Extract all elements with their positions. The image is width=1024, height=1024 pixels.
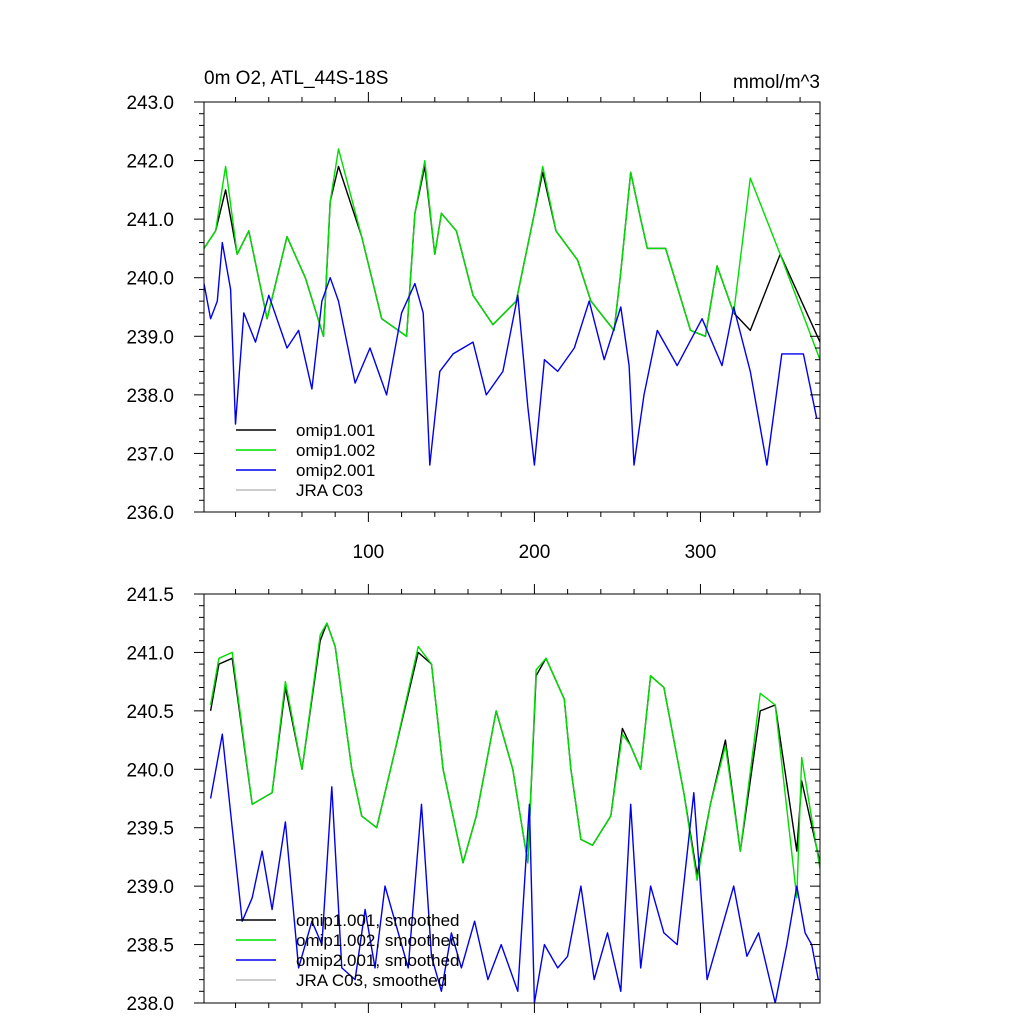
- x-tick-label: 100: [353, 542, 385, 563]
- y-tick-label: 241.5: [126, 585, 174, 606]
- legend-label: JRA C03: [296, 481, 363, 500]
- y-tick-label: 239.5: [126, 819, 174, 840]
- plot-frame: [203, 593, 821, 1004]
- chart-panel-smoothed: 238.0 238.5 239.0 239.5 240.0 240.5 241.0 241.5…: [126, 584, 821, 1015]
- x-tick-label: 300: [685, 542, 717, 563]
- y-tick-label: 236.0: [126, 503, 174, 524]
- series-line-omip1-001-smoothed: [209, 622, 820, 876]
- y-tick-label: 239.0: [126, 327, 174, 348]
- series-group: [204, 148, 820, 466]
- legend-label: omip2.001, smoothed: [296, 951, 460, 970]
- y-tick-label: 243.0: [126, 93, 174, 114]
- series-line-omip2-001-smoothed: [209, 733, 819, 1003]
- series-line-omip1-001: [204, 165, 820, 343]
- y-tick-label: 241.0: [126, 643, 174, 664]
- series-line-omip2-001: [204, 241, 818, 466]
- legend-label: omip1.001, smoothed: [296, 911, 460, 930]
- y-tick-label: 237.0: [126, 444, 174, 465]
- series-line-omip1-002: [204, 148, 820, 360]
- legend-label: JRA C03, smoothed: [296, 971, 447, 990]
- y-tick-label: 238.0: [126, 386, 174, 407]
- chart-panel-raw: 0m O2, ATL_44S-18S mmol/m^3 236.0 237.0 238.…: [126, 68, 821, 563]
- y-tick-label: 241.0: [126, 210, 174, 231]
- x-tick-label: 200: [519, 542, 551, 563]
- legend-label: omip1.001: [296, 421, 375, 440]
- y-tick-label: 240.0: [126, 269, 174, 290]
- legend-label: omip2.001: [296, 461, 375, 480]
- y-tick-label: 238.5: [126, 936, 174, 957]
- plot-frame: [203, 101, 821, 513]
- y-tick-label: 240.0: [126, 760, 174, 781]
- series-group: [209, 622, 820, 1003]
- series-line-omip1-002-smoothed: [209, 622, 820, 899]
- chart-title: 0m O2, ATL_44S-18S: [204, 68, 388, 89]
- y-tick-label: 238.0: [126, 994, 174, 1015]
- y-tick-label: 242.0: [126, 152, 174, 173]
- y-tick-label: 240.5: [126, 702, 174, 723]
- legend-label: omip1.002, smoothed: [296, 931, 460, 950]
- units-label: mmol/m^3: [733, 72, 820, 93]
- legend-label: omip1.002: [296, 441, 375, 460]
- y-tick-label: 239.0: [126, 877, 174, 898]
